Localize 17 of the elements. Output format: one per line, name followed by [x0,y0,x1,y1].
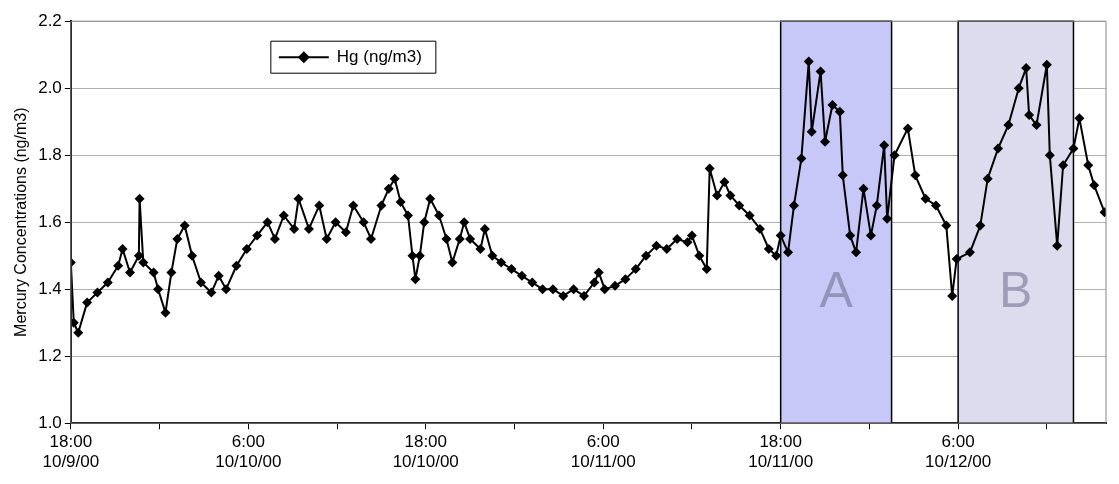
y-tick-label: 2.0 [38,77,62,97]
x-tick-label: 18:00 10/10/00 [392,432,459,472]
band-label: B [999,261,1033,318]
y-tick-label: 1.0 [38,412,62,432]
x-tick-label: 6:00 10/11/00 [570,432,636,472]
x-tick-label: 18:00 10/9/00 [42,432,100,472]
y-tick-label: 1.4 [38,278,62,298]
y-tick-label: 2.2 [38,10,62,30]
x-tick-label: 6:00 10/12/00 [925,432,992,472]
y-tick-label: 1.6 [38,211,62,231]
y-tick-label: 1.2 [38,345,62,365]
legend-label: Hg (ng/m3) [336,46,422,66]
band-label: A [819,261,854,318]
y-tick-label: 1.8 [38,144,62,164]
x-tick-label: 6:00 10/10/00 [215,432,282,472]
y-axis-title: Mercury Concentrations (ng/m3) [12,107,30,337]
x-tick-label: 18:00 10/11/00 [748,432,814,472]
